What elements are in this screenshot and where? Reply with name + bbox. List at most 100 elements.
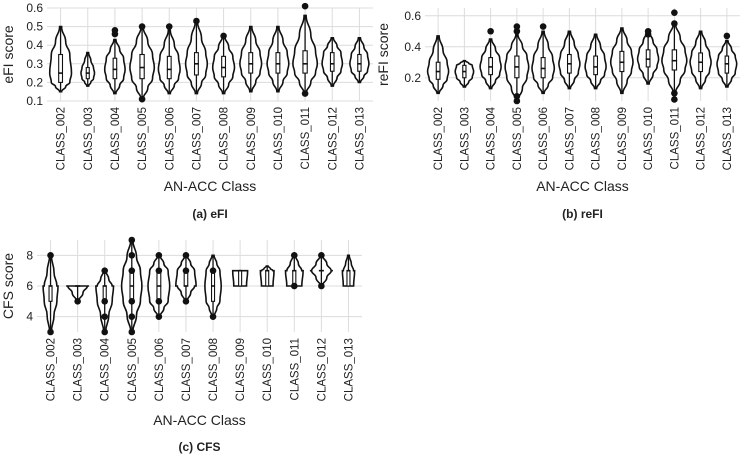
x-tick-label: CLASS_007 xyxy=(181,338,193,401)
outlier-point xyxy=(671,20,678,27)
x-tick-label: CLASS_003 xyxy=(83,107,95,170)
outlier-point xyxy=(671,9,678,16)
x-tick-label: CLASS_012 xyxy=(316,338,328,401)
outlier-point xyxy=(101,328,109,336)
outlier-point xyxy=(155,252,163,259)
x-tick-label: CLASS_012 xyxy=(696,107,708,170)
y-tick-label: 6 xyxy=(26,279,33,293)
x-tick-label: CLASS_004 xyxy=(100,337,112,401)
x-tick-label: CLASS_005 xyxy=(127,338,139,401)
outlier-point xyxy=(301,2,309,10)
outlier-point xyxy=(128,252,136,259)
box-CLASS_008 xyxy=(221,55,227,78)
outlier-point xyxy=(182,267,190,274)
outlier-point xyxy=(128,267,136,274)
x-tick-label: CLASS_010 xyxy=(262,338,274,401)
outlier-point xyxy=(47,252,54,259)
outlier-point xyxy=(644,27,652,35)
x-tick-label: CLASS_004 xyxy=(110,106,122,170)
x-tick-label: CLASS_007 xyxy=(564,107,576,170)
x-tick-label: CLASS_010 xyxy=(273,107,285,170)
outlier-point xyxy=(220,32,227,40)
y-tick-label: 0.1 xyxy=(26,94,43,108)
x-tick-label: CLASS_013 xyxy=(344,338,356,401)
x-tick-label: CLASS_011 xyxy=(669,107,681,169)
outlier-point xyxy=(513,23,521,30)
x-tick-label: CLASS_002 xyxy=(46,338,58,401)
outlier-point xyxy=(513,97,521,105)
x-tick-label: CLASS_007 xyxy=(191,107,203,170)
outlier-point xyxy=(209,313,217,320)
outlier-point xyxy=(513,93,521,100)
chart-panel-c: 4 6 8 CLASS_002 CLASS_003 CLASS_004 CLASS_005 C… xyxy=(0,236,362,454)
x-tick-label: CLASS_006 xyxy=(538,107,550,170)
x-tick-label: CLASS_011 xyxy=(300,107,312,169)
x-tick-label: CLASS_006 xyxy=(154,338,166,401)
outlier-point xyxy=(155,267,163,274)
outlier-point xyxy=(539,23,547,30)
y-tick-label: 0.4 xyxy=(26,38,43,52)
y-tick-label: 4 xyxy=(26,310,33,324)
outlier-point xyxy=(155,298,163,305)
x-tick-label: CLASS_005 xyxy=(137,107,149,170)
box-CLASS_010 xyxy=(265,270,270,287)
outlier-point xyxy=(301,90,309,97)
x-tick-label: CLASS_013 xyxy=(354,107,366,170)
x-axis-title: AN-ACC Class xyxy=(536,178,629,194)
y-axis-title: reFI score xyxy=(375,23,391,86)
chart-panel-a: 0.1 0.2 0.3 0.4 0.5 0.6 CLASS_002 CLASS_003 CLAS… xyxy=(0,1,373,221)
outlier-point xyxy=(193,17,200,25)
x-tick-label: CLASS_008 xyxy=(591,107,603,170)
x-tick-label: CLASS_002 xyxy=(56,107,68,170)
x-tick-label: CLASS_005 xyxy=(512,107,524,170)
y-axis-title: CFS score xyxy=(0,253,16,319)
box-CLASS_010 xyxy=(275,52,281,74)
box-CLASS_009 xyxy=(248,52,254,74)
y-tick-label: 0.4 xyxy=(404,40,421,54)
box-CLASS_013 xyxy=(357,53,362,72)
outlier-point xyxy=(128,313,136,320)
y-tick-label: 0.3 xyxy=(26,57,43,71)
x-axis-title: AN-ACC Class xyxy=(164,178,257,194)
outlier-point xyxy=(182,252,190,259)
outlier-point xyxy=(101,298,109,305)
x-tick-label: CLASS_006 xyxy=(164,107,176,170)
outlier-point xyxy=(209,267,217,274)
y-tick-label: 8 xyxy=(26,248,33,262)
box-CLASS_008 xyxy=(593,55,599,76)
y-tick-label: 0.5 xyxy=(26,20,43,34)
panel-caption: (c) CFS xyxy=(179,440,221,454)
box-CLASS_006 xyxy=(166,55,172,80)
box-CLASS_009 xyxy=(238,270,243,287)
x-tick-label: CLASS_009 xyxy=(617,107,629,170)
x-tick-label: CLASS_011 xyxy=(289,338,301,400)
x-tick-label: CLASS_004 xyxy=(486,106,498,170)
y-tick-label: 0.2 xyxy=(26,75,43,89)
outlier-point xyxy=(128,298,136,305)
outlier-point xyxy=(290,252,298,259)
outlier-point xyxy=(723,32,731,40)
panel-caption: (b) reFI xyxy=(562,207,603,221)
outlier-point xyxy=(155,313,163,320)
outlier-point xyxy=(513,27,521,35)
x-tick-label: CLASS_008 xyxy=(219,107,231,170)
y-tick-label: 0.2 xyxy=(404,71,421,85)
outlier-point xyxy=(128,328,136,336)
outlier-point xyxy=(138,23,146,30)
y-tick-label: 0.6 xyxy=(26,1,43,15)
box-CLASS_011 xyxy=(302,50,308,74)
x-tick-label: CLASS_003 xyxy=(459,107,471,170)
box-CLASS_013 xyxy=(346,270,351,287)
x-tick-label: CLASS_003 xyxy=(73,338,85,401)
outlier-point xyxy=(182,298,190,305)
outlier-point xyxy=(290,282,298,290)
outlier-point xyxy=(111,27,119,34)
y-tick-label: 0.6 xyxy=(404,9,421,23)
x-tick-label: CLASS_009 xyxy=(235,338,247,401)
outlier-point xyxy=(47,328,54,336)
x-tick-label: CLASS_012 xyxy=(327,107,339,170)
outlier-point xyxy=(101,313,109,320)
outlier-point xyxy=(318,252,325,259)
